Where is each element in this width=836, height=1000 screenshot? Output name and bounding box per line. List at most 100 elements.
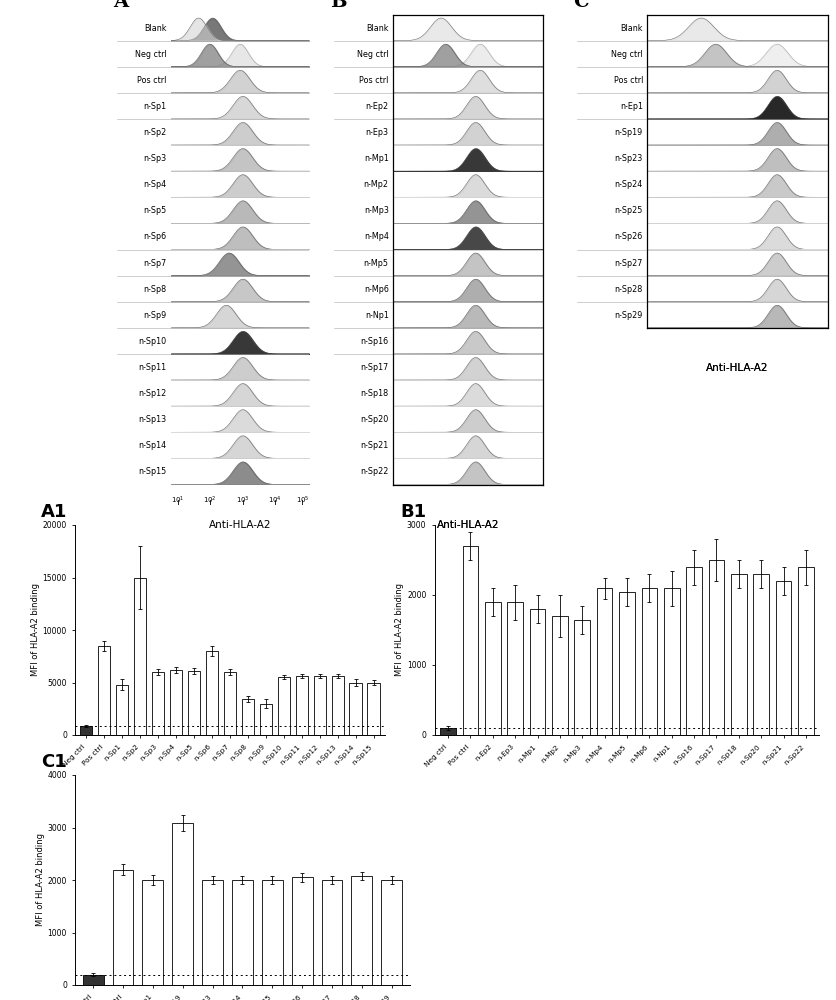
Bar [83, 974, 104, 985]
Text: n-Ep2: n-Ep2 [365, 102, 389, 111]
Text: n-Sp10: n-Sp10 [139, 337, 166, 346]
Text: A: A [113, 0, 128, 11]
Bar [686, 567, 702, 735]
Text: n-Sp29: n-Sp29 [614, 311, 643, 320]
Text: C: C [573, 0, 589, 11]
Bar [142, 880, 163, 985]
Bar [232, 880, 252, 985]
Bar [242, 699, 254, 735]
Bar [278, 677, 290, 735]
Bar [262, 880, 283, 985]
Bar [170, 670, 182, 735]
Bar [597, 588, 613, 735]
Bar [322, 880, 343, 985]
Bar [292, 877, 313, 985]
Text: Blank: Blank [366, 24, 389, 33]
Bar [664, 588, 680, 735]
Bar [296, 676, 308, 735]
Text: $10^2$: $10^2$ [203, 494, 217, 506]
Bar [115, 685, 128, 735]
Bar [381, 880, 402, 985]
Bar [332, 676, 344, 735]
Bar [202, 880, 223, 985]
Bar [368, 682, 380, 735]
Text: n-Np1: n-Np1 [364, 311, 389, 320]
Bar [151, 672, 164, 735]
Text: C1: C1 [41, 753, 67, 771]
Y-axis label: MFI of HLA-A2 binding: MFI of HLA-A2 binding [36, 834, 44, 926]
Text: n-Sp20: n-Sp20 [360, 415, 389, 424]
Bar [206, 651, 218, 735]
Text: n-Ep3: n-Ep3 [365, 128, 389, 137]
Text: n-Sp14: n-Sp14 [139, 441, 166, 450]
Text: n-Sp6: n-Sp6 [144, 232, 166, 241]
Bar [98, 646, 110, 735]
Bar [731, 574, 747, 735]
Text: Anti-HLA-A2: Anti-HLA-A2 [706, 363, 768, 373]
Bar [530, 609, 545, 735]
Text: B: B [330, 0, 347, 11]
Text: $10^5$: $10^5$ [296, 494, 309, 506]
Text: n-Mp6: n-Mp6 [364, 285, 389, 294]
Bar [134, 578, 146, 735]
Text: n-Mp1: n-Mp1 [364, 154, 389, 163]
Bar [172, 823, 193, 985]
Text: n-Sp26: n-Sp26 [614, 232, 643, 241]
Text: n-Sp5: n-Sp5 [144, 206, 166, 215]
Text: n-Sp16: n-Sp16 [360, 337, 389, 346]
Bar [574, 619, 590, 735]
Text: n-Sp17: n-Sp17 [360, 363, 389, 372]
Y-axis label: MFI of HLA-A2 binding: MFI of HLA-A2 binding [31, 584, 40, 676]
Bar [79, 726, 92, 735]
Text: n-Sp2: n-Sp2 [144, 128, 166, 137]
Text: Neg ctrl: Neg ctrl [135, 50, 166, 59]
Text: Neg ctrl: Neg ctrl [357, 50, 389, 59]
Bar [507, 602, 523, 735]
Bar [619, 591, 635, 735]
Text: n-Sp12: n-Sp12 [139, 389, 166, 398]
Text: Blank: Blank [144, 24, 166, 33]
Text: n-Sp11: n-Sp11 [139, 363, 166, 372]
Text: Pos ctrl: Pos ctrl [359, 76, 389, 85]
Text: n-Sp24: n-Sp24 [614, 180, 643, 189]
Bar [641, 588, 657, 735]
Text: Anti-HLA-A2: Anti-HLA-A2 [437, 520, 499, 530]
Text: $10^4$: $10^4$ [268, 494, 282, 506]
Text: Anti-HLA-A2: Anti-HLA-A2 [437, 520, 499, 530]
Text: B1: B1 [400, 503, 426, 521]
Text: n-Sp1: n-Sp1 [144, 102, 166, 111]
Text: Blank: Blank [620, 24, 643, 33]
Text: n-Mp2: n-Mp2 [364, 180, 389, 189]
Text: n-Sp3: n-Sp3 [144, 154, 166, 163]
Text: n-Sp13: n-Sp13 [139, 415, 166, 424]
Text: Pos ctrl: Pos ctrl [614, 76, 643, 85]
Bar [798, 567, 813, 735]
Text: n-Mp5: n-Mp5 [364, 259, 389, 268]
Text: n-Ep1: n-Ep1 [619, 102, 643, 111]
Text: $10^1$: $10^1$ [171, 494, 185, 506]
Bar [314, 676, 326, 735]
Text: n-Sp15: n-Sp15 [139, 467, 166, 476]
Bar [485, 602, 501, 735]
Text: n-Sp9: n-Sp9 [144, 311, 166, 320]
Text: n-Sp27: n-Sp27 [614, 259, 643, 268]
Text: n-Sp28: n-Sp28 [614, 285, 643, 294]
Bar [552, 616, 568, 735]
Text: Anti-HLA-A2: Anti-HLA-A2 [706, 363, 768, 373]
Text: Pos ctrl: Pos ctrl [137, 76, 166, 85]
Bar [441, 728, 456, 735]
Y-axis label: MFI of HLA-A2 binding: MFI of HLA-A2 binding [395, 584, 404, 676]
Text: n-Sp23: n-Sp23 [614, 154, 643, 163]
Text: n-Sp22: n-Sp22 [360, 467, 389, 476]
Bar [349, 682, 362, 735]
Text: n-Sp7: n-Sp7 [144, 259, 166, 268]
Bar [187, 671, 201, 735]
Bar [223, 672, 237, 735]
Text: $10^3$: $10^3$ [236, 494, 250, 506]
Bar [259, 704, 273, 735]
Text: n-Sp19: n-Sp19 [614, 128, 643, 137]
Text: Anti-HLA-A2: Anti-HLA-A2 [209, 520, 272, 530]
Bar [351, 876, 372, 985]
Text: n-Sp8: n-Sp8 [144, 285, 166, 294]
Bar [113, 869, 134, 985]
